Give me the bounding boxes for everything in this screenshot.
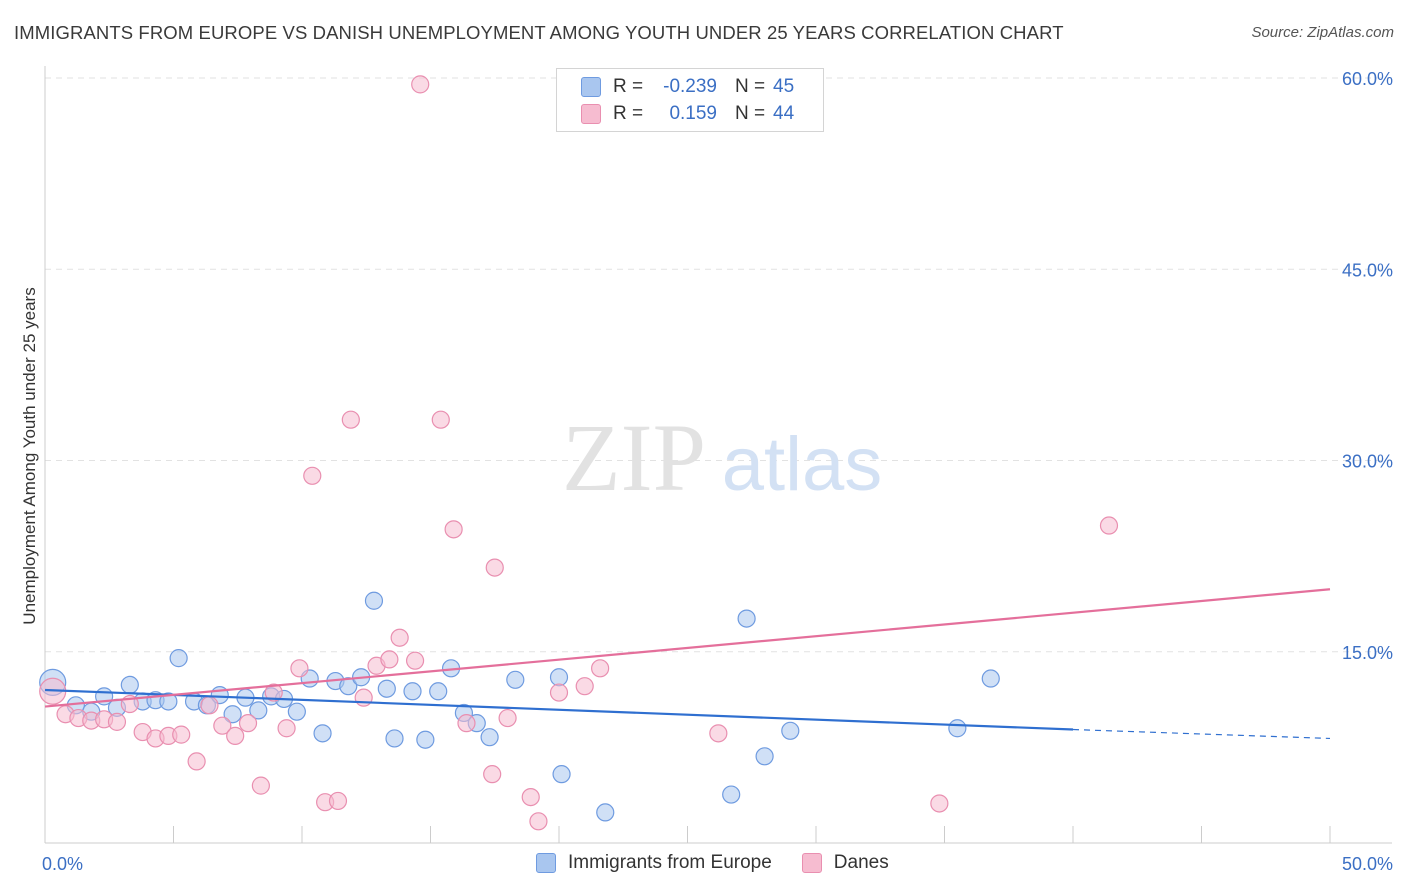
immigrants-point xyxy=(429,682,448,701)
legend-n-value: 44 xyxy=(773,103,795,124)
immigrants-point xyxy=(249,701,268,720)
watermark-atlas: atlas xyxy=(722,422,883,507)
danes-point xyxy=(444,520,463,539)
immigrants-point xyxy=(339,677,358,696)
danes-point xyxy=(457,714,476,733)
danes-point xyxy=(354,688,373,707)
y-tick-label: 30.0% xyxy=(1342,452,1393,472)
source-label: Source: ZipAtlas.com xyxy=(1251,24,1394,41)
axis-layer: 15.0% 30.0% 45.0% 60.0% 0.0% 50.0% xyxy=(42,66,1393,874)
immigrants-point xyxy=(722,785,741,804)
immigrants-point xyxy=(120,675,139,695)
danes-point xyxy=(277,719,296,738)
immigrants-point xyxy=(287,702,306,721)
y-tick-label: 15.0% xyxy=(1342,643,1393,663)
immigrants-point xyxy=(169,649,188,668)
danes-point xyxy=(187,752,206,771)
watermark: ZIP atlas xyxy=(562,404,882,511)
danes-point xyxy=(341,410,360,429)
series-legend-immigrants[interactable]: Immigrants from Europe xyxy=(536,852,772,874)
x-tick-label: 0.0% xyxy=(42,854,83,874)
immigrants-point xyxy=(364,591,384,610)
danes-point xyxy=(405,651,425,670)
legend-row-immigrants: R = -0.239 N = 45 xyxy=(581,74,794,100)
immigrants-point xyxy=(755,747,774,766)
danes-point xyxy=(549,683,569,702)
danes-point xyxy=(107,712,127,731)
immigrants-point xyxy=(480,728,499,747)
series-swatch-pink xyxy=(801,853,822,873)
legend-n-value: 45 xyxy=(773,76,795,97)
legend-r-value: -0.239 xyxy=(663,76,717,97)
danes-point xyxy=(483,765,502,784)
immigrants-point xyxy=(552,765,571,784)
grid-layer xyxy=(45,77,1392,653)
danes-point xyxy=(172,725,191,744)
correlation-legend: R = -0.239 N = 45 R = 0.159 N = 44 xyxy=(556,68,824,132)
danes-point xyxy=(529,812,548,831)
y-axis-label: Unemployment Among Youth under 25 years xyxy=(20,287,39,624)
immigrants-point xyxy=(737,609,756,628)
points-layer xyxy=(39,75,1119,831)
legend-n-label: N = xyxy=(735,76,766,97)
danes-point xyxy=(575,677,594,696)
chart-title: IMMIGRANTS FROM EUROPE VS DANISH UNEMPLO… xyxy=(14,22,1064,43)
danes-point xyxy=(264,683,283,702)
danes-point xyxy=(709,724,728,743)
danes-point xyxy=(1099,516,1119,535)
legend-n-label: N = xyxy=(735,103,766,124)
immigrants-point xyxy=(403,682,422,701)
legend-r-value: 0.159 xyxy=(669,103,717,124)
danes-point xyxy=(485,558,504,577)
danes-trend-line xyxy=(44,588,1331,708)
watermark-zip: ZIP xyxy=(562,404,706,511)
danes-point xyxy=(290,659,309,678)
series-legend: Immigrants from Europe Danes xyxy=(536,852,919,874)
immigrants-point xyxy=(377,679,396,698)
danes-point xyxy=(238,714,258,733)
danes-point xyxy=(251,776,270,795)
series-label-danes: Danes xyxy=(833,852,889,873)
danes-point xyxy=(591,659,610,678)
legend-r-label: R = xyxy=(613,103,644,124)
immigrants-point xyxy=(948,719,967,738)
immigrants-point xyxy=(223,705,242,724)
trend-layer xyxy=(44,588,1331,740)
immigrants-point xyxy=(549,668,569,687)
danes-point xyxy=(328,791,348,811)
legend-r-label: R = xyxy=(613,76,644,97)
danes-point xyxy=(390,628,409,647)
danes-point xyxy=(380,650,399,669)
series-legend-danes[interactable]: Danes xyxy=(801,852,889,874)
danes-point xyxy=(930,794,949,813)
immigrants-trend-line xyxy=(44,688,1074,731)
immigrants-point xyxy=(596,803,615,822)
legend-swatch-pink xyxy=(581,104,601,124)
immigrants-point xyxy=(159,692,178,711)
x-tick-label: 50.0% xyxy=(1342,854,1393,874)
immigrants-point xyxy=(416,730,435,749)
danes-point xyxy=(431,410,450,429)
danes-point xyxy=(303,466,322,485)
legend-row-danes: R = 0.159 N = 44 xyxy=(581,101,794,127)
danes-point xyxy=(200,696,219,715)
danes-point xyxy=(213,716,232,735)
y-tick-label: 60.0% xyxy=(1342,69,1393,89)
danes-point xyxy=(411,75,430,94)
series-swatch-blue xyxy=(536,853,556,873)
danes-point xyxy=(226,726,245,746)
immigrants-point xyxy=(506,670,525,689)
danes-point xyxy=(521,787,540,807)
immigrants-point xyxy=(781,721,800,740)
immigrants-point xyxy=(385,729,404,748)
danes-point xyxy=(498,708,517,728)
series-label-immigrants: Immigrants from Europe xyxy=(568,852,772,873)
y-tick-label: 45.0% xyxy=(1342,260,1393,280)
immigrants-point xyxy=(313,724,332,743)
legend-swatch-blue xyxy=(581,77,601,97)
immigrants-point xyxy=(981,669,1000,688)
immigrants-trend-extension xyxy=(1072,728,1331,740)
